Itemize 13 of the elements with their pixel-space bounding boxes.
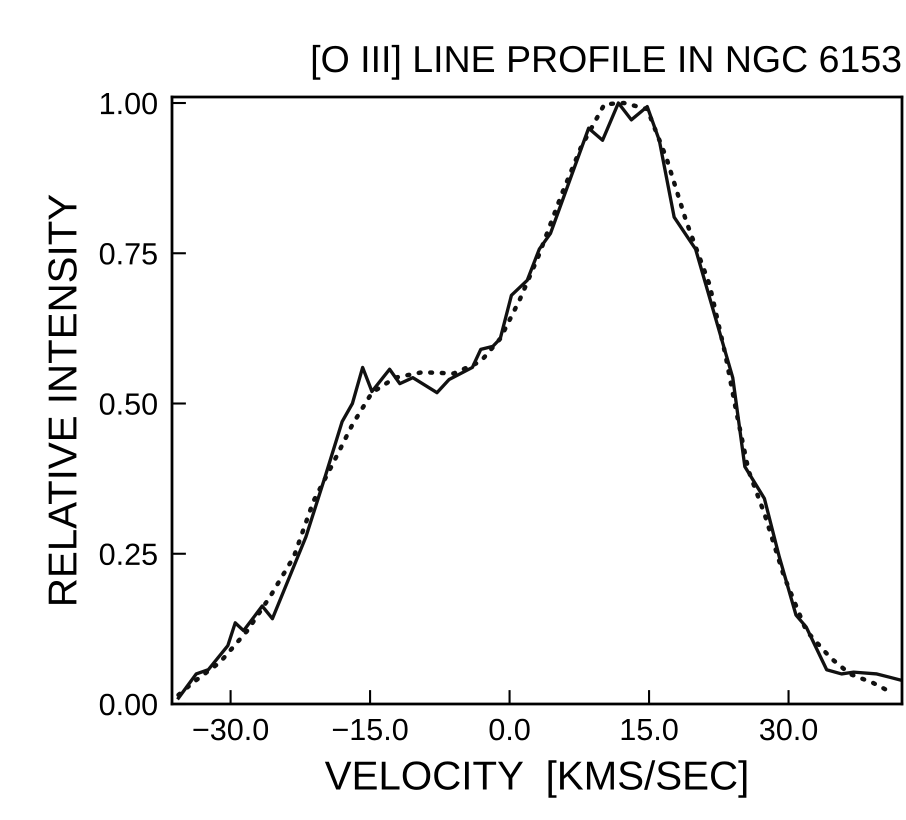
y-tick-label: 0.00 bbox=[100, 694, 157, 716]
y-tick-label: 0.50 bbox=[100, 393, 157, 415]
x-axis-title: VELOCITY [KMS/SEC] bbox=[324, 760, 746, 798]
x-tick-label: −30.0 bbox=[193, 718, 268, 740]
x-tick-label: 0.0 bbox=[490, 718, 530, 740]
y-tick-label: 0.25 bbox=[100, 543, 157, 566]
y-tick-label: 1.00 bbox=[100, 92, 157, 114]
x-tick-label: 30.0 bbox=[760, 718, 818, 740]
y-tick-label: 0.75 bbox=[100, 242, 157, 265]
y-axis-title: RELATIVE INTENSITY bbox=[48, 194, 77, 604]
chart-title: [O III] LINE PROFILE IN NGC 6153 bbox=[312, 44, 900, 80]
x-tick-label: −15.0 bbox=[332, 718, 408, 740]
x-tick-label: 15.0 bbox=[622, 718, 678, 740]
